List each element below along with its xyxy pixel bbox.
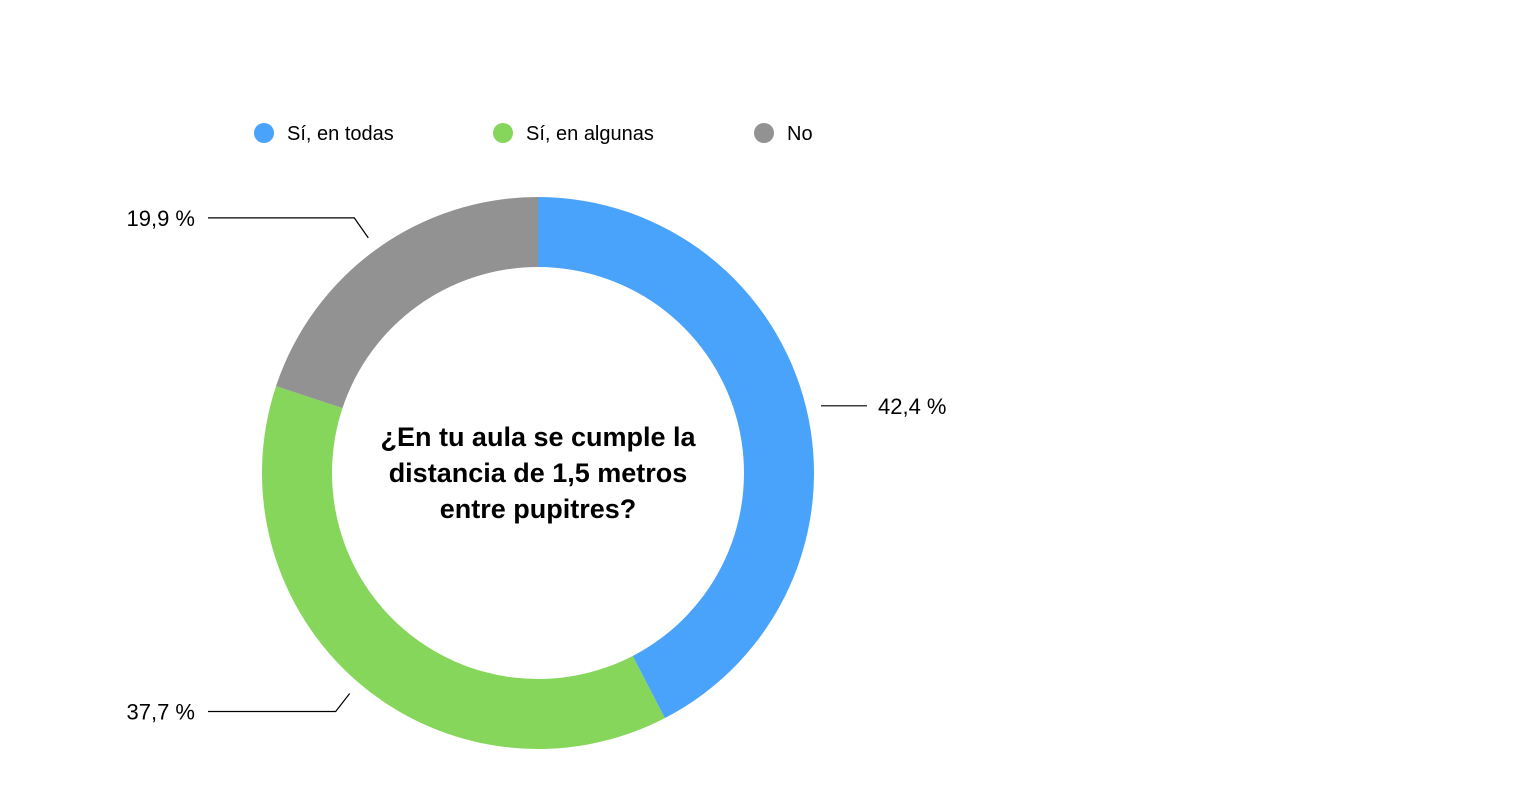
chart-title-line: ¿En tu aula se cumple la (380, 422, 696, 452)
slice-si-en-algunas (262, 386, 665, 749)
chart-title: ¿En tu aula se cumple la distancia de 1,5… (380, 422, 696, 524)
chart-title-line: entre pupitres? (440, 494, 637, 524)
legend-label-no: No (787, 123, 813, 145)
leader-line-no (208, 217, 369, 239)
legend-marker-no (754, 123, 774, 143)
value-label-si-en-todas: 42,4 % (878, 394, 947, 419)
value-label-si-en-algunas: 37,7 % (127, 700, 196, 725)
donut-slices (262, 197, 815, 749)
slice-no (276, 197, 538, 409)
chart-legend: Sí, en todas Sí, en algunas No (254, 123, 813, 145)
legend-label-si-en-algunas: Sí, en algunas (526, 123, 654, 145)
legend-label-si-en-todas: Sí, en todas (287, 123, 394, 145)
chart-title-line: distancia de 1,5 metros (389, 458, 688, 488)
slice-labels: 42,4 % 37,7 % 19,9 % (127, 206, 947, 725)
value-label-no: 19,9 % (127, 206, 196, 231)
slice-si-en-todas (538, 197, 815, 719)
legend-marker-si-en-todas (254, 123, 274, 143)
legend-marker-si-en-algunas (493, 123, 513, 143)
leader-line-si-en-algunas (208, 693, 351, 713)
